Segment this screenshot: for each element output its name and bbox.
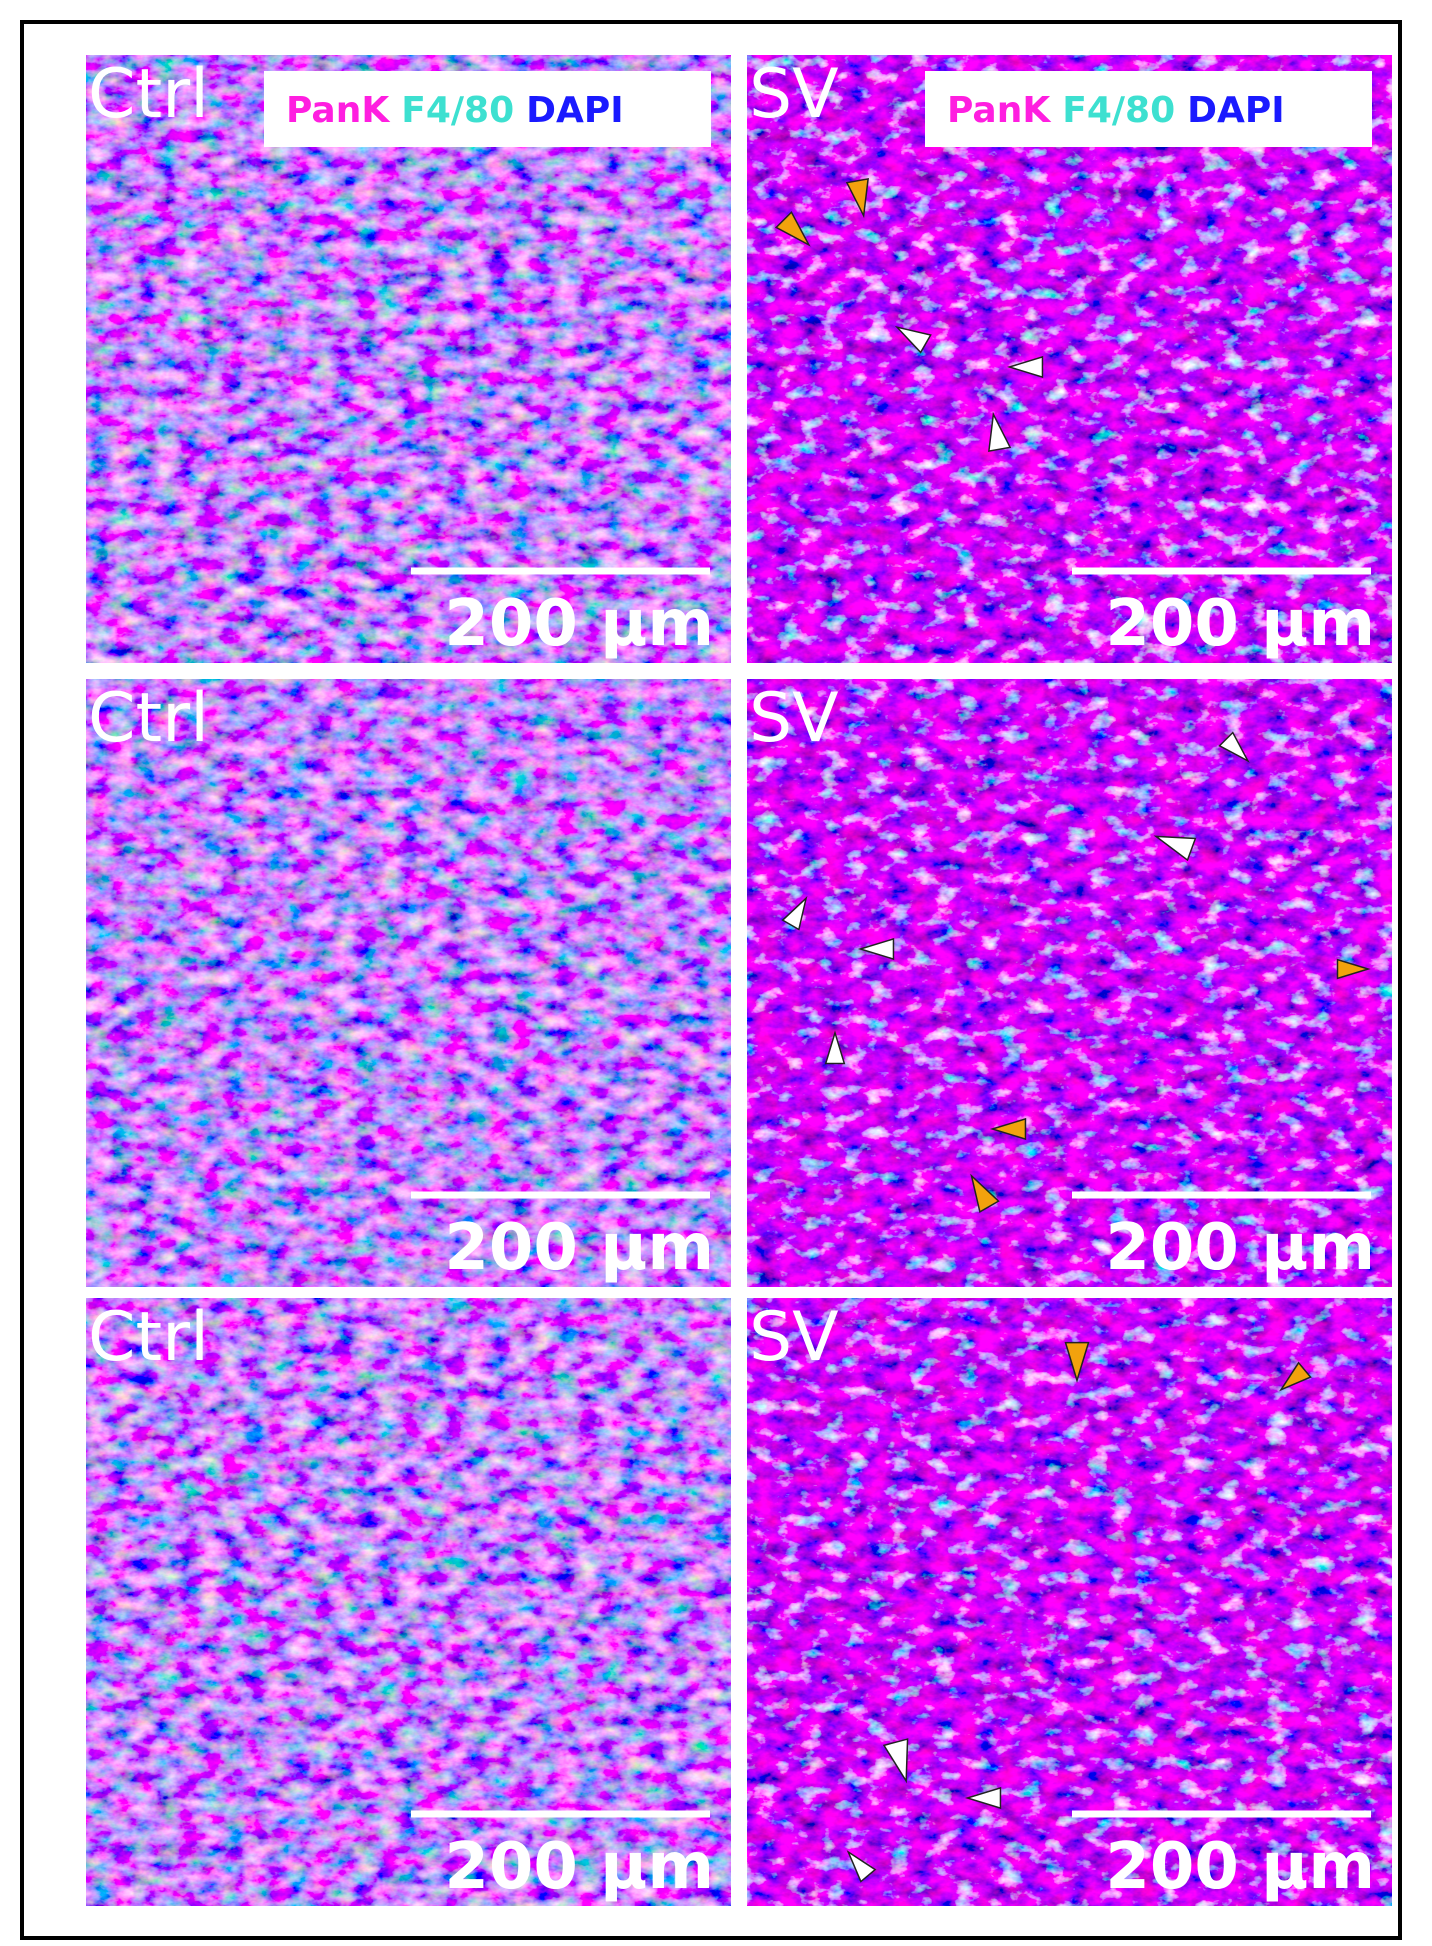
micrograph [747,55,1392,663]
legend-entry: F4/80 [401,90,514,131]
arrowhead [845,178,869,219]
legend-box [264,71,711,147]
arrowhead [781,896,808,931]
panel-label: Ctrl [88,679,209,758]
legend: PanK F4/80 DAPI [947,90,1285,131]
arrowhead [1153,835,1197,862]
arrowhead [882,1738,909,1784]
legend-entry: DAPI [1187,90,1285,131]
panel-label: SV [749,55,839,134]
arrowhead [964,1786,1002,1810]
micrograph [747,1298,1392,1906]
legend-entry: PanK [947,90,1051,131]
scale-bar-label: 200 µm [1105,587,1375,661]
image-panel: Ctrl 200 µm [86,1298,731,1906]
image-panel: SV 200 µm [747,1298,1392,1906]
legend: PanK F4/80 DAPI [286,90,624,131]
micrograph [86,679,731,1287]
scale-bar-label: 200 µm [444,587,714,661]
legend-entry: PanK [286,90,390,131]
arrowhead [988,411,1012,452]
arrowhead [1279,1361,1312,1392]
image-panel: SV PanK F4/80 DAPI 200 µm [747,55,1392,663]
scale-bar-label: 200 µm [1105,1211,1375,1285]
arrowhead [857,937,895,961]
arrowhead [1336,958,1371,980]
arrowhead [1006,355,1044,379]
image-panel: Ctrl PanK F4/80 DAPI 200 µm [86,55,731,663]
micrograph [86,1298,731,1906]
legend-entry: DAPI [526,90,624,131]
arrowhead [824,1030,846,1065]
panel-label: Ctrl [88,55,209,134]
panel-label: SV [749,679,839,758]
scale-bar-label: 200 µm [444,1830,714,1904]
image-panel: Ctrl 200 µm [86,679,731,1287]
arrowhead [1218,731,1250,763]
scale-bar-label: 200 µm [444,1211,714,1285]
micrograph [747,679,1392,1287]
arrowhead [970,1173,1000,1214]
image-panel: SV 200 µm [747,679,1392,1287]
micrograph [86,55,731,663]
legend-entry: F4/80 [1062,90,1175,131]
arrowhead [846,1850,877,1883]
arrowhead [774,210,811,247]
arrowhead [894,325,932,354]
arrowhead [989,1117,1027,1141]
legend-box [925,71,1372,147]
arrowhead [1064,1341,1090,1383]
panel-label: Ctrl [88,1298,209,1377]
scale-bar-label: 200 µm [1105,1830,1375,1904]
panel-label: SV [749,1298,839,1377]
